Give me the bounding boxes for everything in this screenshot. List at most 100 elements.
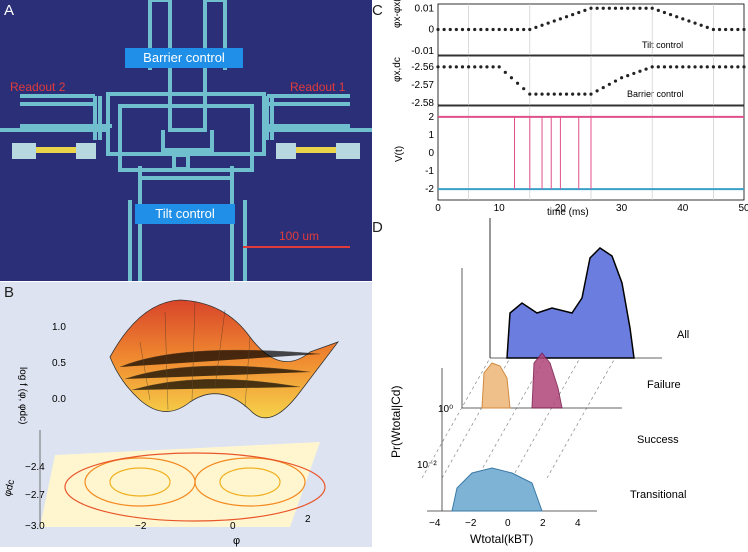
readout-1-label: Readout 1 <box>290 80 346 94</box>
point-1-0 <box>436 65 440 69</box>
xtick-1: 10 <box>494 203 506 214</box>
label-failure: Failure <box>647 379 681 391</box>
point-1-46 <box>717 65 722 69</box>
point-0-19 <box>552 19 556 23</box>
point-1-5 <box>467 65 471 69</box>
point-1-10 <box>497 65 501 69</box>
point-0-30 <box>620 6 624 10</box>
point-1-37 <box>662 65 667 69</box>
hist-all: All <box>489 228 689 359</box>
point-0-14 <box>522 27 526 32</box>
label-transitional: Transitional <box>630 489 686 501</box>
point-0-8 <box>485 27 489 32</box>
point-0-47 <box>724 27 728 32</box>
tilt-control-label: Tilt control <box>135 204 235 224</box>
label-success: Success <box>637 434 679 446</box>
point-1-34 <box>644 67 648 71</box>
point-1-15 <box>528 92 532 96</box>
x-tick-3: 2 <box>305 514 311 525</box>
point-0-0 <box>436 27 440 32</box>
xtick-4: 40 <box>677 203 689 214</box>
ytick-1-2: -2.58 <box>411 98 434 109</box>
point-0-5 <box>467 27 471 32</box>
y-axis-label: φdc <box>2 478 17 497</box>
point-0-39 <box>675 15 679 19</box>
panel-c-timeseries: C φx-φx(0) φx,dc V(t) Tilt control Barri… <box>372 0 748 218</box>
point-0-20 <box>558 17 562 21</box>
point-0-27 <box>601 6 605 10</box>
point-0-11 <box>503 27 507 32</box>
point-1-20 <box>558 92 562 96</box>
point-1-2 <box>448 65 452 69</box>
point-0-17 <box>540 23 544 27</box>
surface-grid <box>119 301 321 411</box>
point-1-38 <box>668 65 673 69</box>
point-1-29 <box>613 79 618 83</box>
xtick-2: 20 <box>555 203 567 214</box>
z-tick-3: 0.0 <box>52 394 66 405</box>
ytick-0-1: 0 <box>428 25 434 36</box>
point-1-32 <box>632 71 636 76</box>
point-0-45 <box>711 27 715 32</box>
point-1-18 <box>546 92 550 96</box>
point-1-31 <box>626 74 630 78</box>
bar-transitional <box>451 467 543 512</box>
xtick-0: 0 <box>435 203 441 214</box>
ytick-1-0: -2.56 <box>411 62 434 73</box>
point-1-25 <box>589 92 593 96</box>
y-tick-2: −2.7 <box>25 490 45 501</box>
bar-failure <box>481 362 511 409</box>
xtick-m4: −4 <box>429 518 441 529</box>
point-1-24 <box>583 92 587 96</box>
xtick-2: 2 <box>540 518 546 529</box>
hist-transitional: Transitional 10⁻² <box>417 368 686 512</box>
bar-success <box>531 352 563 409</box>
point-1-11 <box>503 70 507 74</box>
point-0-41 <box>687 19 691 23</box>
contour-plane <box>40 442 320 527</box>
x-axis-label: φ <box>233 535 240 547</box>
pad-right <box>336 143 360 159</box>
point-1-7 <box>479 65 483 69</box>
x-ticks: −4 −2 0 2 4 <box>429 518 581 529</box>
barrier-control-label: Barrier control <box>125 48 243 68</box>
hist-failure-success: Failure Success 10⁰ <box>438 268 681 446</box>
point-0-7 <box>479 27 483 32</box>
y-axis-label: Pr(Wtotal|Cd) <box>389 386 403 458</box>
point-1-48 <box>730 65 734 69</box>
panel-letter-c: C <box>372 2 383 19</box>
panel-letter-b: B <box>4 284 15 301</box>
point-0-16 <box>534 25 538 29</box>
tilt-control-annotation: Tilt control <box>642 40 683 50</box>
pad-right-2 <box>276 143 296 159</box>
y-tick-1: −2.4 <box>25 462 45 473</box>
point-1-41 <box>687 65 691 69</box>
barrier-control-annotation: Barrier control <box>627 89 684 99</box>
point-1-27 <box>601 85 605 90</box>
point-0-44 <box>705 25 709 29</box>
point-0-36 <box>656 8 660 12</box>
point-1-19 <box>552 92 556 96</box>
point-1-13 <box>515 81 520 85</box>
point-1-9 <box>491 65 495 69</box>
point-1-35 <box>650 65 654 69</box>
point-1-33 <box>638 69 642 73</box>
panel-letter-d: D <box>372 219 383 236</box>
ytick-upper: 10⁰ <box>438 404 453 415</box>
surface-plot: log f (φ, φdc) 1.0 0.5 0.0 φdc −2.4 −2.7… <box>2 299 340 547</box>
contour-lines <box>64 452 326 522</box>
point-0-31 <box>626 6 630 10</box>
point-0-26 <box>595 6 599 10</box>
point-1-6 <box>473 65 477 69</box>
point-0-48 <box>730 27 734 32</box>
point-0-49 <box>736 27 740 32</box>
panel-letter-a: A <box>4 2 15 19</box>
point-1-21 <box>564 92 569 96</box>
point-1-39 <box>675 65 679 69</box>
point-1-47 <box>724 65 728 69</box>
z-axis-label: log f (φ, φdc) <box>17 367 28 424</box>
ytick-0-0: -0.01 <box>411 46 434 57</box>
y-tick-3: −3.0 <box>25 521 45 532</box>
point-0-9 <box>491 27 495 32</box>
point-1-45 <box>711 65 715 69</box>
